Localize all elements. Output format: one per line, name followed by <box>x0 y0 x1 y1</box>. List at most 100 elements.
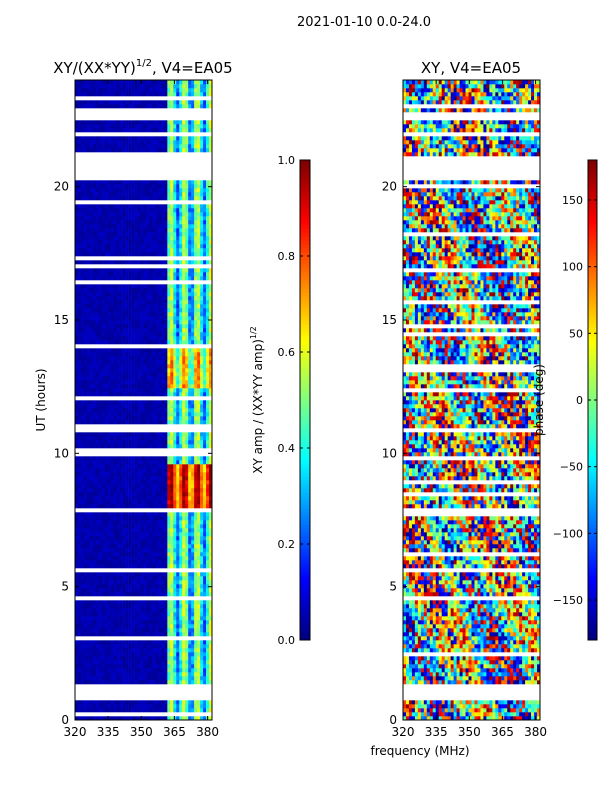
heatmap-cell <box>188 608 192 613</box>
heatmap-cell <box>188 504 192 509</box>
heatmap-cell <box>161 592 165 597</box>
heatmap-cell <box>194 556 198 561</box>
heatmap-cell <box>116 576 120 581</box>
heatmap-cell <box>206 276 210 281</box>
heatmap-cell <box>176 600 180 605</box>
heatmap-cell <box>155 512 159 517</box>
heatmap-cell <box>95 352 100 357</box>
heatmap-cell <box>197 540 201 545</box>
heatmap-cell <box>110 504 115 509</box>
heatmap-cell <box>182 272 186 277</box>
heatmap-cell <box>131 560 135 565</box>
heatmap-cell <box>167 528 171 533</box>
heatmap-cell <box>206 572 210 577</box>
heatmap-cell <box>209 624 213 629</box>
heatmap-cell <box>101 420 106 425</box>
heatmap-cell <box>164 236 168 241</box>
heatmap-cell <box>131 660 135 665</box>
heatmap-cell <box>92 376 97 381</box>
heatmap-cell <box>206 672 210 677</box>
heatmap-cell <box>83 456 88 461</box>
heatmap-cell <box>86 548 91 553</box>
heatmap-cell <box>140 304 144 309</box>
heatmap-cell <box>75 536 79 541</box>
heatmap-cell <box>167 240 171 245</box>
heatmap-cell <box>89 580 94 585</box>
heatmap-cell <box>173 560 177 565</box>
heatmap-cell <box>125 364 129 369</box>
heatmap-cell <box>107 220 112 225</box>
heatmap-cell <box>128 468 132 473</box>
heatmap-cell <box>116 604 120 609</box>
heatmap-cell <box>107 548 112 553</box>
heatmap-cell <box>158 252 162 257</box>
heatmap-cell <box>131 236 135 241</box>
heatmap-cell <box>170 588 174 593</box>
heatmap-cell <box>125 276 129 281</box>
heatmap-cell <box>188 316 192 321</box>
heatmap-cell <box>134 464 138 469</box>
heatmap-cell <box>131 352 135 357</box>
heatmap-cell <box>125 604 129 609</box>
heatmap-cell <box>98 312 103 317</box>
heatmap-cell <box>152 488 156 493</box>
heatmap-cell <box>161 468 165 473</box>
heatmap-cell <box>206 460 210 465</box>
heatmap-cell <box>164 556 168 561</box>
heatmap-cell <box>131 608 135 613</box>
heatmap-cell <box>131 528 135 533</box>
heatmap-cell <box>164 484 168 489</box>
heatmap-cell <box>116 588 120 593</box>
heatmap-cell <box>77 524 82 529</box>
heatmap-cell <box>113 292 117 297</box>
heatmap-cell <box>92 380 97 385</box>
heatmap-cell <box>95 328 100 333</box>
heatmap-cell <box>149 364 153 369</box>
heatmap-cell <box>107 608 112 613</box>
heatmap-cell <box>188 708 192 713</box>
heatmap-cell <box>134 472 138 477</box>
heatmap-cell <box>179 308 183 313</box>
heatmap-cell <box>92 472 97 477</box>
heatmap-cell <box>113 440 117 445</box>
heatmap-cell <box>161 216 165 221</box>
heatmap-cell <box>131 616 135 621</box>
heatmap-cell <box>95 384 100 389</box>
heatmap-cell <box>104 252 109 257</box>
heatmap-cell <box>191 624 195 629</box>
heatmap-cell <box>140 532 144 537</box>
heatmap-cell <box>107 528 112 533</box>
heatmap-cell <box>197 500 201 505</box>
heatmap-cell <box>92 464 97 469</box>
heatmap-cell <box>176 576 180 581</box>
heatmap-cell <box>104 492 109 497</box>
heatmap-cell <box>161 296 165 301</box>
heatmap-cell <box>173 372 177 377</box>
heatmap-cell <box>209 352 213 357</box>
heatmap-cell <box>101 216 106 221</box>
heatmap-cell <box>83 260 88 265</box>
heatmap-cell <box>182 260 186 265</box>
heatmap-cell <box>98 480 103 485</box>
heatmap-cell <box>137 504 141 509</box>
heatmap-cell <box>134 552 138 557</box>
heatmap-cell <box>77 620 82 625</box>
heatmap-cell <box>75 276 79 281</box>
heatmap-cell <box>113 480 117 485</box>
heatmap-cell <box>197 700 201 705</box>
heatmap-cell <box>197 556 201 561</box>
heatmap-cell <box>185 660 189 665</box>
heatmap-cell <box>179 404 183 409</box>
heatmap-cell <box>176 372 180 377</box>
heatmap-cell <box>155 336 159 341</box>
heatmap-cell <box>122 408 126 413</box>
heatmap-cell <box>89 216 94 221</box>
heatmap-cell <box>113 224 117 229</box>
heatmap-cell <box>92 348 97 353</box>
heatmap-cell <box>155 240 159 245</box>
heatmap-cell <box>83 296 88 301</box>
heatmap-cell <box>182 556 186 561</box>
heatmap-cell <box>75 260 79 265</box>
heatmap-cell <box>209 216 213 221</box>
heatmap-cell <box>122 252 126 257</box>
